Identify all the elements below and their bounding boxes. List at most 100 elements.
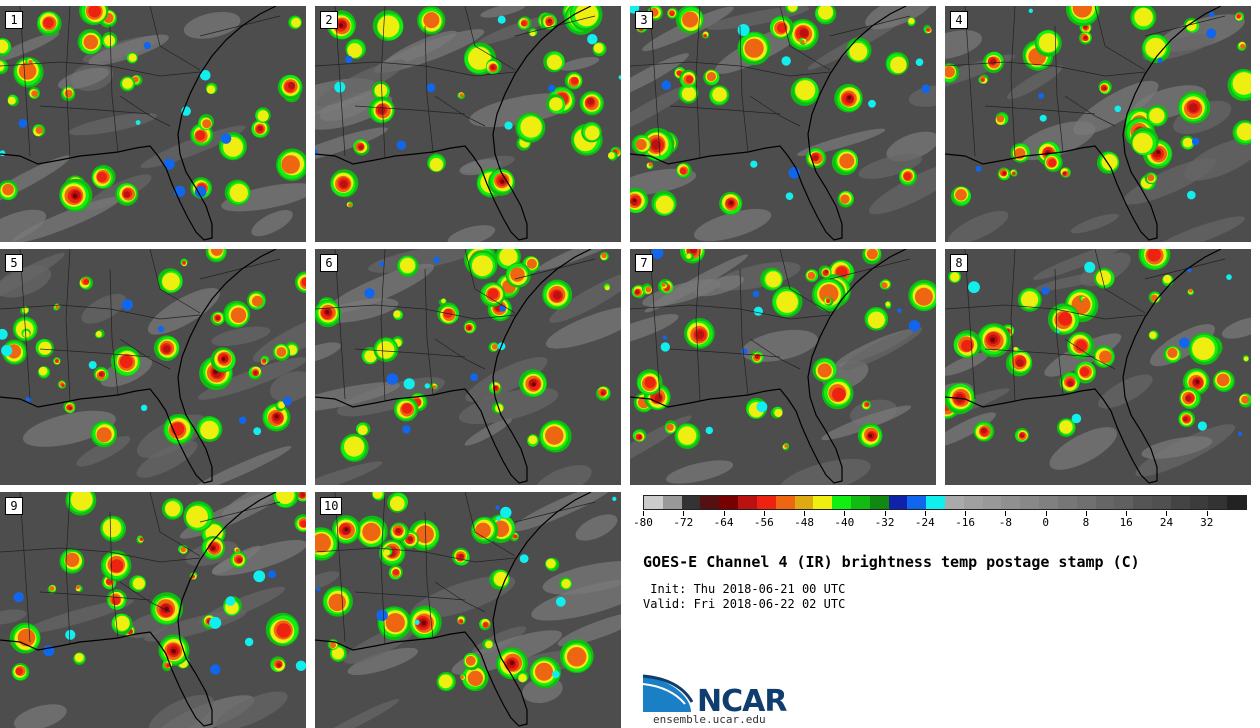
postage-stamp-panel: 5 bbox=[0, 249, 306, 485]
colorbar-tick bbox=[1126, 511, 1128, 516]
colorbar-tick bbox=[1085, 511, 1087, 516]
postage-stamp-panel: 1 bbox=[0, 6, 306, 242]
postage-stamp-panel: 8 bbox=[945, 249, 1251, 485]
ir-satellite-map bbox=[315, 492, 621, 728]
colorbar-tick-label: -56 bbox=[753, 516, 774, 529]
colorbar-swatch bbox=[1076, 496, 1096, 509]
colorbar-swatch bbox=[719, 496, 739, 509]
ir-satellite-map bbox=[0, 492, 306, 728]
ir-satellite-map bbox=[945, 249, 1251, 484]
ir-satellite-map bbox=[315, 6, 621, 242]
valid-time: Valid: Fri 2018-06-22 02 UTC bbox=[643, 597, 846, 611]
ir-satellite-map bbox=[630, 249, 936, 485]
colorbar-swatch bbox=[1133, 496, 1152, 509]
colorbar-tick bbox=[723, 511, 725, 516]
colorbar-swatch bbox=[738, 496, 757, 509]
colorbar-tick-label: -16 bbox=[955, 516, 976, 529]
colorbar-swatch bbox=[1057, 496, 1077, 509]
colorbar-tick-label: -64 bbox=[713, 516, 734, 529]
colorbar-tick-label: -80 bbox=[633, 516, 653, 529]
colorbar-tick-labels: -80 -72 -64 -56 -48 -40 -32 -24 -16 -8 0 8 16 24 32 bbox=[633, 516, 1247, 530]
panel-number-label: 6 bbox=[320, 254, 338, 272]
colorbar-tick-label: -8 bbox=[998, 516, 1013, 529]
colorbar-tick bbox=[1005, 511, 1007, 516]
panel-number-label: 7 bbox=[635, 254, 653, 272]
colorbar-tick bbox=[884, 511, 886, 516]
ir-satellite-map bbox=[0, 6, 306, 242]
colorbar-swatch bbox=[1001, 496, 1021, 509]
colorbar-tick bbox=[844, 511, 846, 516]
panel-number-label: 1 bbox=[5, 11, 23, 29]
logo-url: ensemble.ucar.edu bbox=[653, 713, 766, 726]
colorbar-tick-label: 16 bbox=[1119, 516, 1133, 529]
colorbar-swatch bbox=[963, 496, 983, 509]
colorbar-tick bbox=[643, 511, 644, 516]
postage-stamp-panel: 6 bbox=[315, 249, 621, 485]
colorbar-swatch bbox=[1227, 496, 1246, 509]
ir-satellite-map bbox=[0, 249, 306, 485]
colorbar-swatch bbox=[926, 496, 945, 509]
colorbar-tick bbox=[1206, 511, 1208, 516]
colorbar-tick bbox=[1166, 511, 1168, 516]
colorbar-tick-label: 8 bbox=[1082, 516, 1090, 529]
colorbar-tick-label: -24 bbox=[914, 516, 935, 529]
colorbar-swatch bbox=[775, 496, 795, 509]
colorbar-tick bbox=[683, 511, 685, 516]
colorbar bbox=[643, 495, 1247, 510]
run-info: Init: Thu 2018-06-21 00 UTC Valid: Fri 2… bbox=[643, 582, 845, 612]
postage-stamp-panel: 9 bbox=[0, 492, 306, 728]
colorbar-tick-label: 0 bbox=[1042, 516, 1049, 529]
colorbar-swatch bbox=[794, 496, 814, 509]
colorbar-tick bbox=[924, 511, 926, 516]
colorbar-swatch bbox=[888, 496, 908, 509]
colorbar-tick-label: -72 bbox=[673, 516, 694, 529]
panel-number-label: 9 bbox=[5, 497, 23, 515]
colorbar-swatch bbox=[1208, 496, 1228, 509]
ir-satellite-map bbox=[315, 249, 621, 485]
ir-satellite-map bbox=[945, 6, 1251, 242]
colorbar-swatch bbox=[832, 496, 851, 509]
ir-satellite-map bbox=[630, 6, 936, 242]
postage-stamp-panel: 2 bbox=[315, 6, 621, 242]
colorbar-tick-label: -32 bbox=[874, 516, 895, 529]
colorbar-swatch bbox=[644, 496, 663, 509]
colorbar-tick-label: -48 bbox=[794, 516, 814, 529]
panel-number-label: 5 bbox=[5, 254, 23, 272]
init-time: Init: Thu 2018-06-21 00 UTC bbox=[643, 582, 846, 596]
colorbar-swatch bbox=[1114, 496, 1134, 509]
colorbar-swatch bbox=[1020, 496, 1040, 509]
colorbar-tick-label: 32 bbox=[1200, 516, 1214, 529]
colorbar-swatch bbox=[1151, 496, 1171, 509]
colorbar-swatch bbox=[1170, 496, 1190, 509]
colorbar-swatch bbox=[1189, 496, 1209, 509]
colorbar-swatch bbox=[756, 496, 776, 509]
postage-stamp-panel: 3 bbox=[630, 6, 936, 242]
colorbar-swatch bbox=[662, 496, 682, 509]
postage-stamp-panel: 7 bbox=[630, 249, 936, 485]
colorbar-swatch bbox=[700, 496, 720, 509]
colorbar-ticks bbox=[643, 511, 1247, 517]
postage-stamp-panel: 10 bbox=[315, 492, 621, 728]
colorbar-swatch bbox=[681, 496, 701, 509]
colorbar-swatch bbox=[1039, 496, 1058, 509]
colorbar-swatch bbox=[907, 496, 927, 509]
colorbar-swatch bbox=[813, 496, 833, 509]
panel-number-label: 8 bbox=[950, 254, 968, 272]
colorbar-swatch bbox=[1095, 496, 1115, 509]
logo-wordmark: NCAR bbox=[697, 684, 787, 719]
colorbar-swatch bbox=[945, 496, 964, 509]
panel-number-label: 2 bbox=[320, 11, 338, 29]
chart-title: GOES-E Channel 4 (IR) brightness temp po… bbox=[643, 553, 1140, 571]
panel-number-label: 3 bbox=[635, 11, 653, 29]
colorbar-tick bbox=[804, 511, 806, 516]
ncar-logo-icon bbox=[643, 674, 694, 712]
colorbar-tick bbox=[965, 511, 967, 516]
colorbar-swatch bbox=[869, 496, 889, 509]
colorbar-tick bbox=[1045, 511, 1047, 516]
colorbar-tick-label: 24 bbox=[1159, 516, 1174, 529]
colorbar-swatch bbox=[850, 496, 870, 509]
colorbar-tick-label: -40 bbox=[834, 516, 855, 529]
postage-stamp-panel: 4 bbox=[945, 6, 1251, 242]
panel-number-label: 10 bbox=[320, 497, 343, 515]
panel-number-label: 4 bbox=[950, 11, 968, 29]
